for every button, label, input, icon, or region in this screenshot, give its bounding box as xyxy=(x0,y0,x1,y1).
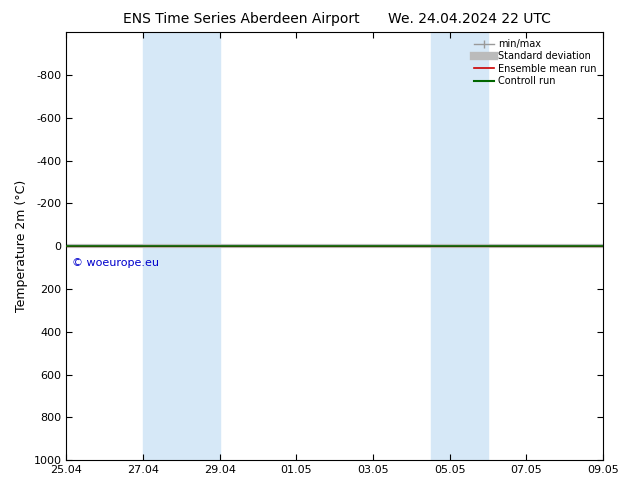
Bar xyxy=(172,32,220,460)
Y-axis label: Temperature 2m (°C): Temperature 2m (°C) xyxy=(15,180,28,312)
Legend: min/max, Standard deviation, Ensemble mean run, Controll run: min/max, Standard deviation, Ensemble me… xyxy=(470,35,600,90)
Text: © woeurope.eu: © woeurope.eu xyxy=(72,258,159,268)
Bar xyxy=(143,32,172,460)
Bar xyxy=(460,32,488,460)
Text: ENS Time Series Aberdeen Airport: ENS Time Series Aberdeen Airport xyxy=(122,12,359,26)
Bar xyxy=(430,32,460,460)
Text: We. 24.04.2024 22 UTC: We. 24.04.2024 22 UTC xyxy=(388,12,550,26)
